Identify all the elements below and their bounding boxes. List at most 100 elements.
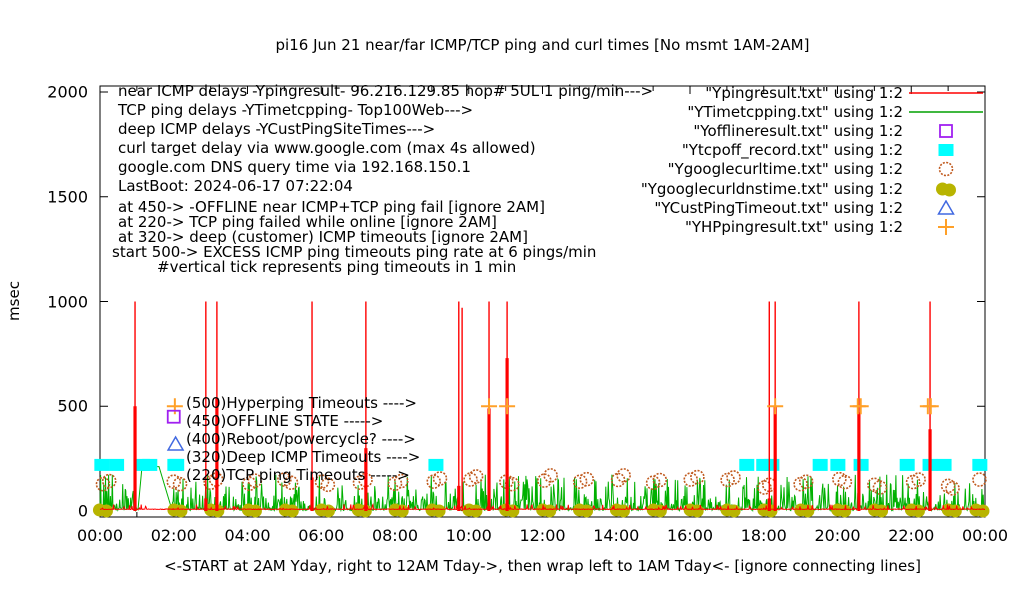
filled-circle-marker (543, 504, 557, 518)
note-line: deep ICMP delays -YCustPingSiteTimes---> (118, 120, 436, 138)
note-line: start 500-> EXCESS ICMP ping timeouts pi… (112, 243, 597, 261)
legend-row: "Yofflineresult.txt" using 1:2 (641, 121, 987, 140)
x-tick-label: 20:00 (814, 526, 861, 545)
open-circle-marker (837, 474, 853, 490)
open-circle-marker (463, 472, 478, 487)
open-circle-marker (726, 470, 741, 485)
legend-row: "YCustPingTimeout.txt" using 1:2 (641, 198, 987, 217)
line-legend-icon (909, 91, 983, 94)
note-line: at 320-> deep (customer) ICMP timeouts [… (118, 228, 528, 246)
legend-label: "Ygooglecurltime.txt" using 1:2 (667, 160, 903, 179)
legend-row: "Ygooglecurltime.txt" using 1:2 (641, 160, 987, 179)
open-triangle-marker (937, 199, 955, 215)
open-circle-marker (972, 472, 987, 487)
note-line: google.com DNS query time via 192.168.15… (118, 158, 471, 176)
filled-circle-marker (285, 504, 299, 518)
open-circle-marker (166, 474, 182, 489)
filled-square-marker (899, 458, 915, 471)
legend-marker-icon (905, 218, 987, 235)
y-tick-label: 1500 (47, 187, 88, 207)
x-tick-label: 00:00 (76, 526, 124, 545)
filled-circle-marker (976, 504, 990, 518)
filled-square-marker (169, 458, 185, 471)
open-triangle-legend-icon (937, 199, 955, 215)
open-circle-marker (616, 468, 631, 483)
hp-ping-series (481, 398, 939, 415)
filled-square-marker (972, 458, 988, 471)
open-circle-marker (277, 472, 292, 487)
open-circle-marker (314, 474, 330, 489)
open-circle-marker (172, 476, 188, 492)
note-line: at 220-> TCP ping failed while online [i… (118, 213, 497, 231)
inplot-annotation-label: (500)Hyperping Timeouts ----> (186, 394, 417, 412)
open-circle-marker (504, 476, 520, 492)
legend-label: "Ypingresult.txt" using 1:2 (705, 83, 903, 102)
filled-circle-marker (943, 183, 956, 197)
open-circle-marker (387, 476, 403, 492)
legend-marker-icon (905, 161, 987, 177)
open-circle-marker (572, 474, 588, 489)
legend-marker-icon (905, 181, 987, 197)
filled-circle-marker (653, 504, 667, 518)
legend-marker-icon (905, 104, 987, 120)
filled-circle-legend-icon (936, 182, 956, 197)
filled-square-marker (94, 458, 110, 471)
filled-circle-marker (580, 504, 594, 518)
x-tick-label: 16:00 (666, 526, 714, 545)
legend: "Ypingresult.txt" using 1:2 "YTimetcpping… (641, 83, 987, 237)
open-circle-marker (101, 473, 117, 489)
legend-row: "Ytcpoff_record.txt" using 1:2 (641, 141, 987, 160)
y-tick-label: 500 (57, 396, 88, 416)
filled-square-marker (109, 458, 125, 471)
filled-square-marker (853, 458, 869, 471)
legend-row: "Ypingresult.txt" using 1:2 (641, 83, 987, 102)
x-tick-label: 06:00 (298, 526, 345, 545)
open-circle-marker (426, 474, 442, 489)
filled-circle-marker (248, 504, 262, 518)
open-circle-marker (242, 476, 257, 492)
x-tick-label: 00:00 (961, 526, 1009, 545)
filled-circle-marker (911, 504, 925, 518)
open-circle-marker (690, 469, 705, 485)
filled-square-marker (142, 458, 158, 471)
filled-circle-marker (875, 504, 889, 518)
x-tick-label: 02:00 (150, 526, 197, 545)
legend-row: "YHPpingresult.txt" using 1:2 (641, 217, 987, 236)
filled-square-marker (830, 458, 846, 471)
open-circle-marker (832, 471, 847, 487)
legend-label: "YCustPingTimeout.txt" using 1:2 (654, 198, 903, 217)
legend-label: "YHPpingresult.txt" using 1:2 (684, 217, 903, 236)
curl-time-series (95, 468, 987, 496)
open-circle-marker (652, 472, 668, 488)
open-circle-marker (945, 481, 960, 496)
filled-circle-marker (432, 504, 446, 518)
inplot-annotation-label: (220)TCP ping Timeouts -----> (186, 466, 410, 484)
x-tick-label: 12:00 (519, 526, 566, 545)
x-tick-label: 18:00 (740, 526, 787, 545)
x-tick-label: 14:00 (593, 526, 640, 545)
legend-marker-icon (905, 142, 987, 158)
open-circle-marker (938, 162, 954, 177)
note-line: LastBoot: 2024-06-17 07:22:04 (118, 177, 353, 195)
open-circle-marker (757, 480, 772, 495)
open-circle-marker (793, 476, 808, 492)
chart-title: pi16 Jun 21 near/far ICMP/TCP ping and c… (275, 36, 810, 54)
plus-legend-icon (938, 218, 954, 235)
filled-circle-marker (616, 504, 630, 518)
open-circle-marker (393, 473, 409, 489)
open-circle-marker (683, 472, 699, 487)
open-circle-marker (645, 475, 661, 491)
open-square-legend-icon (939, 124, 953, 138)
open-circle-marker (468, 469, 484, 484)
open-circle-marker (905, 474, 921, 490)
inplot-annotation-markers (166, 398, 185, 471)
open-circle-marker (537, 473, 552, 488)
legend-label: "YTimetcpping.txt" using 1:2 (687, 102, 903, 121)
open-circle-marker (358, 472, 373, 488)
filled-square-marker (936, 458, 952, 471)
note-line: TCP ping delays -YTimetcpping- Top100Web… (118, 101, 474, 119)
legend-marker-icon (905, 199, 987, 216)
filled-circle-marker (948, 504, 962, 518)
